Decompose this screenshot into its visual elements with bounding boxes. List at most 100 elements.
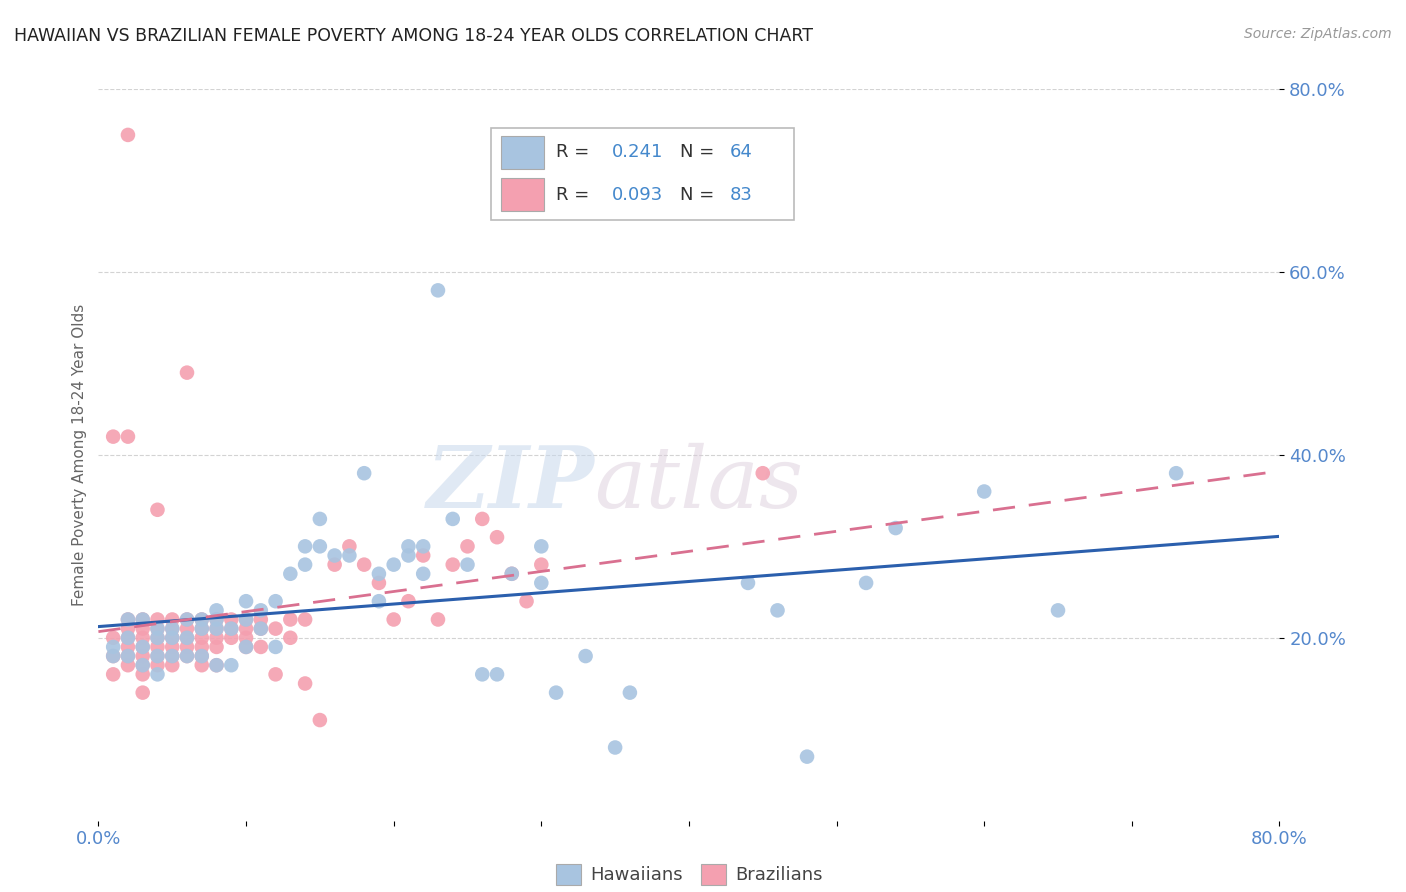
Point xyxy=(396,539,419,553)
Point xyxy=(323,549,346,563)
Point xyxy=(162,649,183,664)
Point xyxy=(205,613,228,627)
Point xyxy=(117,640,139,654)
Point xyxy=(117,649,139,664)
Point xyxy=(382,613,405,627)
Point xyxy=(146,613,169,627)
Point xyxy=(1164,466,1187,480)
Point xyxy=(264,594,287,608)
Point xyxy=(162,631,183,645)
Point xyxy=(353,558,375,572)
Point xyxy=(205,603,228,617)
Point xyxy=(132,640,155,654)
Point xyxy=(250,613,273,627)
Point xyxy=(176,649,198,664)
Point xyxy=(337,549,360,563)
Point xyxy=(191,613,214,627)
Point xyxy=(309,713,332,727)
Point xyxy=(250,622,273,636)
Point xyxy=(412,566,434,581)
Point xyxy=(530,576,553,591)
Text: 64: 64 xyxy=(730,144,752,161)
Point xyxy=(294,613,316,627)
Point xyxy=(235,613,257,627)
Point xyxy=(117,128,139,142)
Point xyxy=(235,594,257,608)
Point xyxy=(309,512,332,526)
Point xyxy=(146,649,169,664)
Point xyxy=(103,631,125,645)
Text: ZIP: ZIP xyxy=(426,442,595,526)
Text: 0.093: 0.093 xyxy=(612,186,664,203)
Point xyxy=(191,658,214,673)
Point xyxy=(176,622,198,636)
Point xyxy=(117,622,139,636)
Point xyxy=(205,631,228,645)
Y-axis label: Female Poverty Among 18-24 Year Olds: Female Poverty Among 18-24 Year Olds xyxy=(72,304,87,606)
Point xyxy=(191,622,214,636)
Point xyxy=(427,284,450,298)
Point xyxy=(205,658,228,673)
Point xyxy=(146,640,169,654)
Point xyxy=(146,667,169,681)
Text: R =: R = xyxy=(557,186,595,203)
Point xyxy=(353,466,375,480)
Point xyxy=(309,539,332,553)
Point xyxy=(471,512,494,526)
Point xyxy=(235,631,257,645)
Point xyxy=(103,649,125,664)
Point xyxy=(574,649,596,664)
Point xyxy=(219,622,242,636)
Point xyxy=(278,613,302,627)
Point xyxy=(176,640,198,654)
Point xyxy=(973,484,995,499)
Point xyxy=(219,613,242,627)
Point xyxy=(117,658,139,673)
Point xyxy=(132,658,155,673)
Point xyxy=(1046,603,1069,617)
Point xyxy=(441,512,464,526)
Point xyxy=(132,613,155,627)
Point xyxy=(146,649,169,664)
Point xyxy=(796,749,818,764)
Point xyxy=(103,667,125,681)
Point xyxy=(751,466,773,480)
Point xyxy=(117,649,139,664)
Point xyxy=(619,685,641,699)
Point xyxy=(441,558,464,572)
Point xyxy=(103,649,125,664)
Point xyxy=(176,613,198,627)
Point xyxy=(146,502,169,516)
Point xyxy=(396,549,419,563)
Point xyxy=(191,640,214,654)
FancyBboxPatch shape xyxy=(491,128,794,220)
Point xyxy=(146,622,169,636)
Text: atlas: atlas xyxy=(595,442,804,525)
Point xyxy=(176,649,198,664)
Point xyxy=(191,631,214,645)
Point xyxy=(605,740,627,755)
Point xyxy=(146,631,169,645)
Point xyxy=(412,549,434,563)
Point xyxy=(382,558,405,572)
Point xyxy=(412,539,434,553)
Point xyxy=(884,521,907,535)
Point xyxy=(117,430,139,444)
Point xyxy=(501,566,523,581)
Point xyxy=(235,622,257,636)
Point xyxy=(323,558,346,572)
Point xyxy=(456,558,478,572)
Point xyxy=(486,530,509,544)
Point xyxy=(191,613,214,627)
Point xyxy=(219,622,242,636)
Point xyxy=(235,640,257,654)
Point xyxy=(368,566,391,581)
Point xyxy=(176,631,198,645)
Point xyxy=(191,649,214,664)
Point xyxy=(515,594,537,608)
Point xyxy=(205,622,228,636)
Point xyxy=(219,631,242,645)
Point xyxy=(132,685,155,699)
Point xyxy=(132,622,155,636)
Point xyxy=(176,613,198,627)
